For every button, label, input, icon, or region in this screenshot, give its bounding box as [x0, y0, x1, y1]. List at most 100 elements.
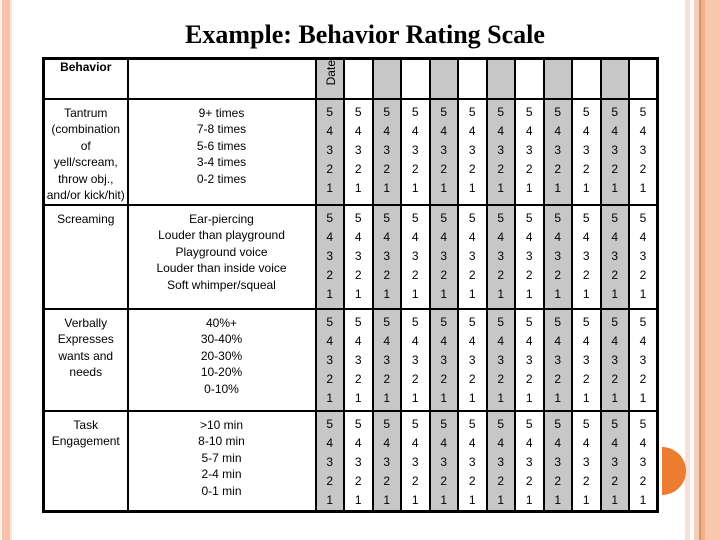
- rating-value-line: 3: [639, 352, 647, 367]
- rating-value-line: 3: [411, 142, 419, 157]
- rating-value-line: 5: [326, 314, 334, 329]
- rating-value-line: 1: [497, 180, 505, 195]
- rating-value-line: 3: [582, 248, 590, 263]
- behavior-line: wants and: [58, 348, 114, 363]
- rating-cell: 5 4 3 2 1: [514, 307, 545, 412]
- rating-value-line: 4: [468, 123, 476, 138]
- rating-value-line: 4: [582, 435, 590, 450]
- rating-value-line: 3: [468, 248, 476, 263]
- rating-cell: 5 4 3 2 1: [599, 203, 630, 310]
- rating-value-line: 5: [354, 416, 362, 431]
- rating-value-line: 2: [611, 371, 619, 386]
- rating-value-line: 4: [554, 123, 562, 138]
- rating-value-line: 5: [582, 416, 590, 431]
- rating-value-line: 2: [326, 267, 334, 282]
- criteria-line: Louder than playground: [158, 228, 285, 242]
- rating-cell: 5 4 3 2 1: [400, 97, 431, 206]
- rating-value-line: 1: [554, 180, 562, 195]
- criteria-line: Louder than inside voice: [156, 261, 287, 275]
- behavior-lines: Screaming: [46, 207, 126, 228]
- rating-value-line: 2: [411, 267, 419, 282]
- rating-value-line: 2: [497, 371, 505, 386]
- rating-value-lines: 5 4 3 2 1: [488, 101, 513, 198]
- rating-value-line: 2: [554, 267, 562, 282]
- rating-value-line: 5: [497, 210, 505, 225]
- rating-value-line: 5: [554, 416, 562, 431]
- rating-value-lines: 5 4 3 2 1: [346, 101, 371, 198]
- rating-value-line: 4: [611, 333, 619, 348]
- rating-value-line: 4: [354, 435, 362, 450]
- rating-value-line: 3: [525, 352, 533, 367]
- rating-value-line: 4: [497, 123, 505, 138]
- criteria-line: 7-8 times: [196, 122, 247, 136]
- rating-cell: 5 4 3 2 1: [599, 409, 630, 512]
- rating-value-line: 1: [326, 286, 334, 301]
- rating-value-line: 5: [497, 416, 505, 431]
- rating-value-line: 5: [411, 210, 419, 225]
- rating-value-line: 3: [611, 142, 619, 157]
- rating-value-line: 4: [326, 229, 334, 244]
- date-header-cell: Date: [314, 57, 345, 100]
- rating-value-line: 2: [525, 161, 533, 176]
- rating-value-lines: 5 4 3 2 1: [403, 207, 428, 304]
- criteria-line: 20-30%: [200, 348, 243, 363]
- rating-value-line: 5: [497, 314, 505, 329]
- rating-value-line: 1: [354, 492, 362, 507]
- rating-value-line: 1: [354, 286, 362, 301]
- rating-value-line: 1: [468, 180, 476, 195]
- rating-value-line: 1: [525, 286, 533, 301]
- behavior-lines: Tantrum (combination of yell/scream, throw …: [46, 101, 126, 203]
- rating-value-lines: 5 4 3 2 1: [431, 311, 456, 408]
- rating-value-line: 5: [440, 104, 448, 119]
- rating-value-line: 1: [383, 286, 391, 301]
- right-edge-stripes: [684, 0, 720, 540]
- rating-value-line: 3: [354, 142, 362, 157]
- rating-value-line: 1: [383, 390, 391, 405]
- criteria-cell: >10 min 8-10 min 5-7 min 2-4 min 0-1 min: [126, 409, 317, 512]
- rating-value-line: 5: [497, 104, 505, 119]
- rating-column-header-cell: [599, 57, 630, 100]
- rating-value-lines: 5 4 3 2 1: [488, 207, 513, 304]
- rating-cell: 5 4 3 2 1: [428, 97, 459, 206]
- behavior-line: needs: [69, 365, 103, 379]
- rating-value-line: 5: [440, 210, 448, 225]
- rating-value-line: 1: [440, 390, 448, 405]
- criteria-line: Soft whimper/squeal: [167, 277, 276, 292]
- rating-column-header-cell: [542, 57, 573, 100]
- rating-value-line: 3: [468, 352, 476, 367]
- criteria-line: 8-10 min: [198, 434, 245, 448]
- rating-value-line: 3: [554, 142, 562, 157]
- rating-value-lines: 5 4 3 2 1: [403, 311, 428, 408]
- rating-value-line: 4: [383, 123, 391, 138]
- rating-value-line: 2: [468, 267, 476, 282]
- criteria-line: 10-20%: [200, 365, 243, 379]
- rating-value-line: 1: [611, 286, 619, 301]
- rating-value-line: 2: [354, 473, 362, 488]
- rating-value-line: 3: [411, 248, 419, 263]
- behavior-line: Tantrum: [64, 105, 108, 120]
- rating-value-line: 3: [383, 142, 391, 157]
- rating-value-lines: 5 4 3 2 1: [545, 311, 570, 408]
- rating-value-lines: 5 4 3 2 1: [403, 412, 428, 509]
- behavior-row: Screaming Ear-piercing Louder than playgro…: [42, 203, 659, 310]
- rating-value-line: 4: [354, 123, 362, 138]
- rating-value-line: 1: [354, 180, 362, 195]
- rating-value-line: 5: [468, 104, 476, 119]
- rating-value-line: 4: [582, 333, 590, 348]
- rating-value-line: 1: [639, 390, 647, 405]
- rating-value-line: 3: [411, 454, 419, 469]
- rating-table: Behavior Date Tantrum (combination of yell/s…: [42, 57, 659, 513]
- rating-value-line: 5: [525, 416, 533, 431]
- rating-value-lines: 5 4 3 2 1: [374, 311, 399, 408]
- rating-value-line: 3: [354, 352, 362, 367]
- rating-value-line: 1: [440, 286, 448, 301]
- behavior-cell: Verbally Expresses wants and needs: [42, 307, 129, 412]
- rating-value-lines: 5 4 3 2 1: [346, 412, 371, 509]
- criteria-line: 5-6 times: [196, 138, 247, 153]
- behavior-row: Verbally Expresses wants and needs 40%+ 30-40…: [42, 307, 659, 412]
- rating-value-lines: 5 4 3 2 1: [460, 101, 485, 198]
- rating-value-lines: 5 4 3 2 1: [431, 207, 456, 304]
- rating-value-line: 3: [326, 352, 334, 367]
- rating-cell: 5 4 3 2 1: [542, 97, 573, 206]
